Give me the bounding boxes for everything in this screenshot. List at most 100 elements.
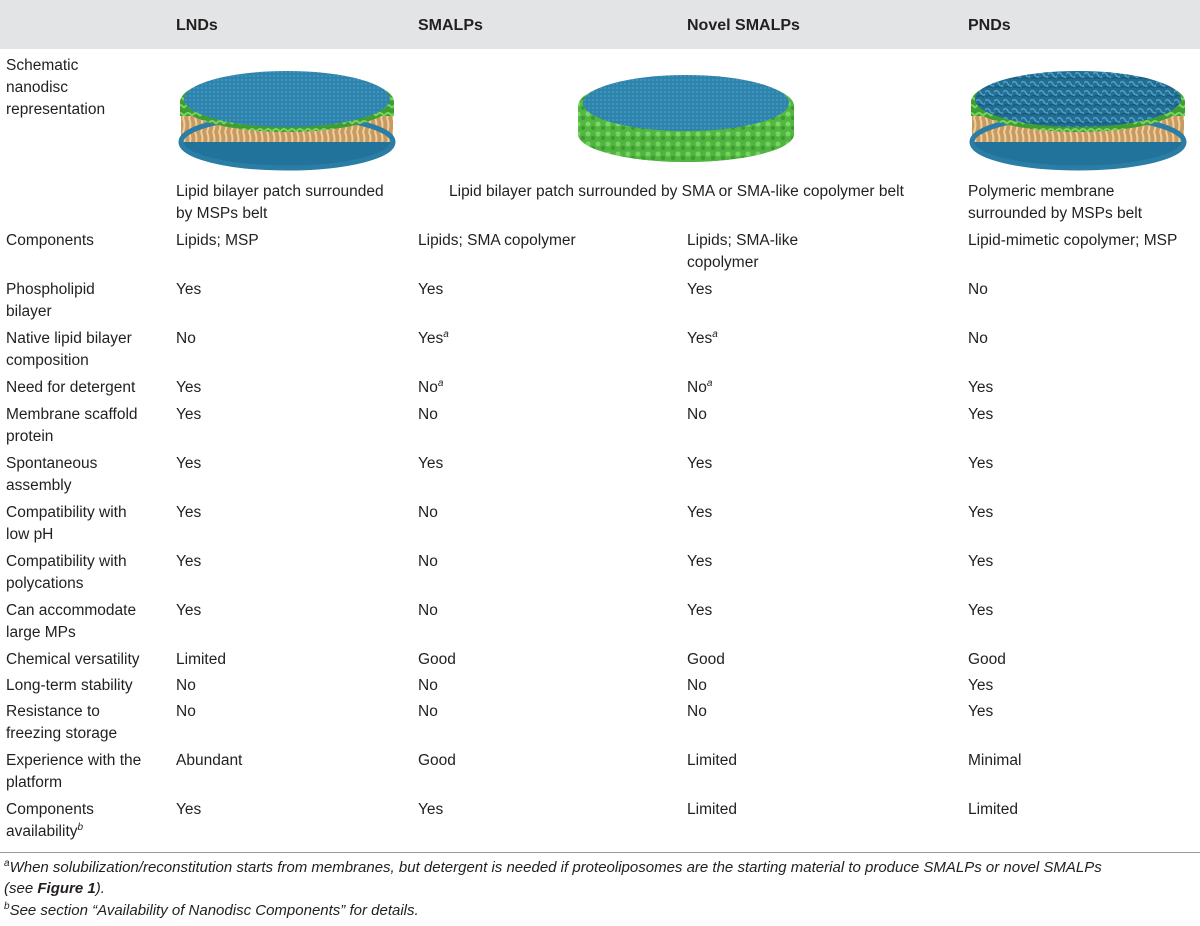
cell-text: Minimal [968,752,1022,769]
cell-text: No [418,602,438,619]
cell-text: No [418,677,438,694]
pnd-nanodisc-image [969,71,1187,171]
cell-text: No [418,504,438,521]
row-label: Need for detergent [6,379,136,396]
row-label: representation [6,101,106,118]
cell-text: No [687,406,707,423]
cell-text: Yes [418,281,444,298]
cell-text: Yes [418,455,444,472]
footnote-marker: b [77,822,84,833]
lnd-nanodisc-image [178,71,396,171]
cell-text: by MSPs belt [176,205,268,222]
cell-text: Yes [687,281,713,298]
row-label: assembly [6,477,72,494]
cell-text: Limited [687,752,737,769]
column-header-smalps: SMALPs [418,17,483,34]
footnote-marker: a [443,329,449,340]
cell-text: Yesa [418,329,449,348]
footnote-marker: a [437,378,444,389]
footnote-b: bSee section “Availability of Nanodisc C… [4,901,419,920]
cell-text: No [418,406,438,423]
cell-text: No [687,703,707,720]
column-header-novel-smalps: Novel SMALPs [687,17,800,34]
footnote-marker: b [4,901,10,912]
figure-reference: Figure 1 [37,880,96,897]
cell-text: Good [418,752,456,769]
cell-text: Yes [687,504,713,521]
row-label: Components [6,232,94,249]
row-label: Compatibility with [6,504,127,521]
cell-text: Good [687,651,725,668]
cell-text: Yes [687,455,713,472]
cell-text: Yes [176,281,202,298]
cell-text: Limited [968,801,1018,818]
row-label: availabilityb [6,822,84,841]
cell-text: Limited [687,801,737,818]
row-label: Schematic [6,57,79,74]
row-label: Phospholipid [6,281,95,298]
cell-text: Abundant [176,752,243,769]
cell-text: Limited [176,651,226,668]
row-label: polycations [6,575,84,592]
footnote-marker: a [712,329,718,340]
row-label: Membrane scaffold [6,406,138,423]
cell-text: No [968,281,988,298]
cell-text: Lipids; MSP [176,232,259,249]
cell-text: surrounded by MSPs belt [968,205,1143,222]
cell-text: No [176,703,196,720]
cell-text: Yesa [687,329,718,348]
row-label: protein [6,428,54,445]
cell-text: Lipid-mimetic copolymer; MSP [968,232,1178,249]
cell-text: Yes [968,379,994,396]
row-label: Compatibility with [6,553,127,570]
row-label: nanodisc [6,79,69,96]
cell-text: Yes [176,406,202,423]
row-label: Long-term stability [6,677,133,694]
column-header-pnds: PNDs [968,17,1011,34]
cell-text: Yes [968,553,994,570]
cell-text: Yes [176,455,202,472]
cell-text: No [968,330,988,347]
cell-text: No [418,553,438,570]
cell-text: No [687,677,707,694]
cell-text: Yes [968,602,994,619]
row-label: Experience with the [6,752,142,769]
cell-text: Yes [687,553,713,570]
row-label: large MPs [6,624,76,641]
cell-text: Lipids; SMA copolymer [418,232,576,249]
cell-text: Yes [176,801,202,818]
cell-text: Noa [687,378,713,397]
cell-text: Lipid bilayer patch surrounded by SMA or… [449,183,904,200]
cell-text: Good [968,651,1006,668]
cell-text: Yes [418,801,444,818]
table-header [0,0,1200,49]
cell-text: Yes [687,602,713,619]
cell-text: No [176,330,196,347]
cell-text: Yes [176,602,202,619]
row-label: composition [6,352,89,369]
cell-text: Noa [418,378,444,397]
cell-text: copolymer [687,254,759,271]
table-bottom-rule [0,852,1200,853]
row-label: Components [6,801,94,818]
row-label: Native lipid bilayer [6,330,132,347]
row-label: Resistance to [6,703,100,720]
smalp-nanodisc-image [578,75,794,162]
cell-text: Lipid bilayer patch surrounded [176,183,384,200]
row-label: Spontaneous [6,455,98,472]
cell-text: Yes [968,455,994,472]
cell-text: Yes [176,553,202,570]
row-label: low pH [6,526,54,543]
row-label: platform [6,774,62,791]
cell-text: No [176,677,196,694]
cell-text: Yes [176,379,202,396]
footnote-a: aWhen solubilization/reconstitution star… [4,858,1102,898]
row-label: Can accommodate [6,602,137,619]
cell-text: Yes [968,406,994,423]
cell-text: Yes [176,504,202,521]
row-label: bilayer [6,303,52,320]
footnote-marker: a [706,378,713,389]
footnote-marker: a [4,858,10,869]
cell-text: No [418,703,438,720]
cell-text: Yes [968,677,994,694]
